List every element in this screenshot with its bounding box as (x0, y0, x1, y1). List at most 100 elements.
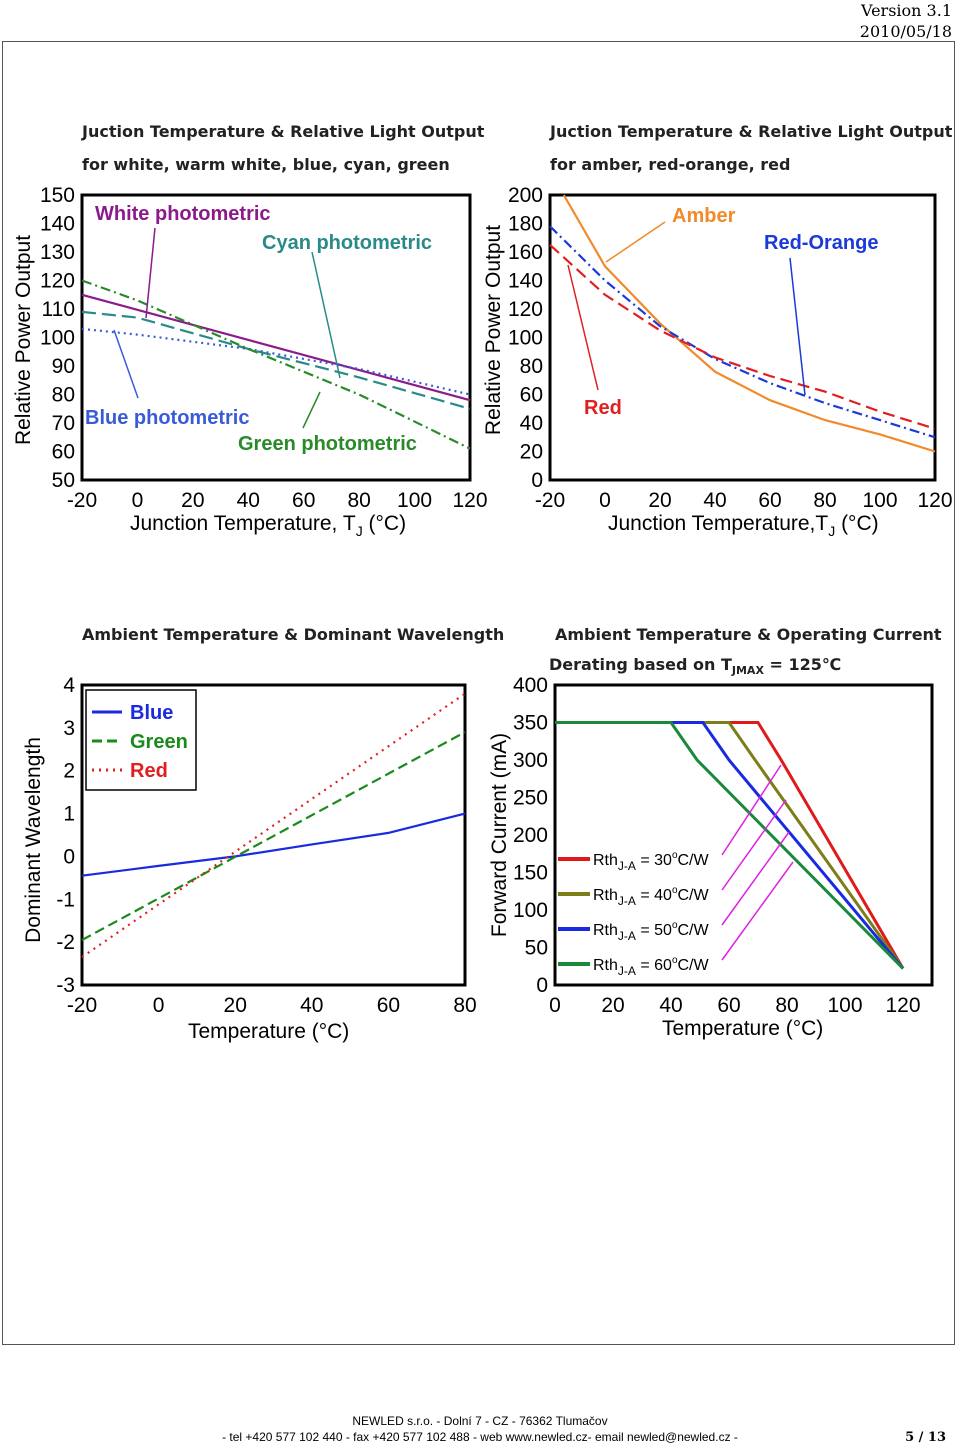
y-tick-label: 1 (63, 803, 75, 826)
x-tick-label: 120 (452, 489, 487, 512)
y-tick-label: 300 (513, 749, 548, 772)
series-annotation: Amber (672, 205, 736, 227)
y-tick-label: 100 (513, 899, 548, 922)
y-tick-label: 250 (513, 787, 548, 810)
legend-leader (721, 861, 794, 961)
legend-box (85, 689, 197, 791)
chart-1: Juction Temperature & Relative Light Out… (12, 122, 488, 539)
y-axis-label: Forward Current (mA) (488, 733, 511, 937)
x-tick-label: -20 (67, 994, 97, 1017)
x-tick-label: -20 (67, 489, 97, 512)
series-line-2 (549, 225, 936, 439)
x-tick-label: 80 (453, 994, 476, 1017)
series-line-2 (81, 310, 471, 410)
x-tick-label: 120 (917, 489, 952, 512)
y-tick-label: 0 (63, 845, 75, 868)
y-tick-label: 50 (52, 469, 75, 492)
x-tick-label: 20 (181, 489, 204, 512)
y-tick-label: 130 (40, 241, 75, 264)
series-line-3 (81, 692, 466, 959)
annotation-leader (789, 257, 806, 396)
x-tick-label: 80 (775, 994, 798, 1017)
y-tick-label: 140 (40, 213, 75, 236)
y-tick-label: 60 (52, 441, 75, 464)
series-annotation: Cyan photometric (262, 232, 432, 254)
x-tick-label: 40 (659, 994, 682, 1017)
series-annotation: Green photometric (238, 433, 417, 455)
series-line-4 (555, 721, 905, 970)
y-tick-label: 200 (513, 824, 548, 847)
series-line-4 (81, 279, 471, 450)
x-tick-label: 60 (377, 994, 400, 1017)
annotation-leader (567, 264, 599, 391)
y-tick-label: -1 (56, 888, 75, 911)
x-tick-label: 100 (397, 489, 432, 512)
x-tick-label: 0 (153, 994, 165, 1017)
annotation-leader (605, 221, 666, 263)
page-header: Version 3.1 2010/05/18 (860, 0, 952, 42)
legend-label: RthJ-A = 30oC/W (593, 850, 710, 873)
y-tick-label: 120 (40, 270, 75, 293)
chart-4: Ambient Temperature & Operating Current D… (488, 625, 942, 1040)
x-axis-label: Temperature (°C) (662, 1017, 823, 1040)
x-tick-label: 60 (717, 994, 740, 1017)
y-axis-label: Dominant Wavelength (22, 737, 45, 943)
legend-leader (721, 764, 782, 856)
series-annotation: Blue photometric (85, 407, 249, 429)
y-tick-label: 100 (508, 327, 543, 350)
chart-subtitle: for amber, red-orange, red (550, 155, 790, 174)
y-tick-label: 4 (63, 674, 75, 697)
y-tick-label: 80 (52, 384, 75, 407)
y-tick-label: 120 (508, 298, 543, 321)
x-tick-label: 100 (827, 994, 862, 1017)
x-tick-label: 80 (813, 489, 836, 512)
x-tick-label: 60 (758, 489, 781, 512)
y-tick-label: 150 (40, 184, 75, 207)
x-tick-label: 80 (347, 489, 370, 512)
chart-subtitle: for white, warm white, blue, cyan, green (82, 155, 450, 174)
series-line-2 (81, 731, 466, 941)
date-label: 2010/05/18 (859, 22, 952, 41)
chart-subtitle: Derating based on TJMAX = 125℃ (549, 655, 841, 677)
x-tick-label: 120 (885, 994, 920, 1017)
legend-label: RthJ-A = 60oC/W (593, 955, 710, 978)
chart-title: Juction Temperature & Relative Light Out… (81, 122, 485, 141)
y-tick-label: 100 (40, 327, 75, 350)
series-line-3 (549, 244, 936, 430)
x-tick-label: 40 (300, 994, 323, 1017)
y-tick-label: 40 (520, 412, 543, 435)
annotation-leader (302, 391, 321, 429)
x-tick-label: 40 (237, 489, 260, 512)
annotation-leader (113, 329, 139, 399)
y-tick-label: -2 (56, 931, 75, 954)
content-frame (2, 41, 955, 1345)
version-label: Version 3.1 (861, 1, 952, 20)
annotation-leader (145, 227, 156, 319)
x-axis-label: Junction Temperature, TJ (°C) (130, 512, 406, 539)
y-tick-label: 160 (508, 241, 543, 264)
footer-contact: - tel +420 577 102 440 - fax +420 577 10… (222, 1430, 738, 1444)
y-tick-label: 50 (525, 937, 548, 960)
y-tick-label: 110 (42, 298, 75, 321)
series-annotation: Red-Orange (764, 232, 878, 254)
annotation-leader (311, 251, 341, 379)
y-tick-label: 3 (63, 717, 75, 740)
x-tick-label: 0 (132, 489, 144, 512)
plot-area (80, 193, 472, 482)
y-tick-label: 140 (508, 270, 543, 293)
legend-label: RthJ-A = 50oC/W (593, 920, 710, 943)
series-annotation: Red (584, 397, 622, 419)
x-axis-label: Junction Temperature,TJ (°C) (608, 512, 879, 539)
x-tick-label: 60 (292, 489, 315, 512)
y-axis-label: Relative Power Output (12, 235, 35, 445)
series-line-3 (81, 327, 471, 396)
y-tick-label: 70 (52, 412, 75, 435)
y-tick-label: 60 (520, 384, 543, 407)
legend-leader (721, 799, 787, 891)
y-tick-label: 20 (520, 441, 543, 464)
y-tick-label: 2 (63, 760, 75, 783)
legend-label: Green (130, 731, 188, 753)
series-line-1 (562, 194, 936, 453)
x-tick-label: 20 (648, 489, 671, 512)
